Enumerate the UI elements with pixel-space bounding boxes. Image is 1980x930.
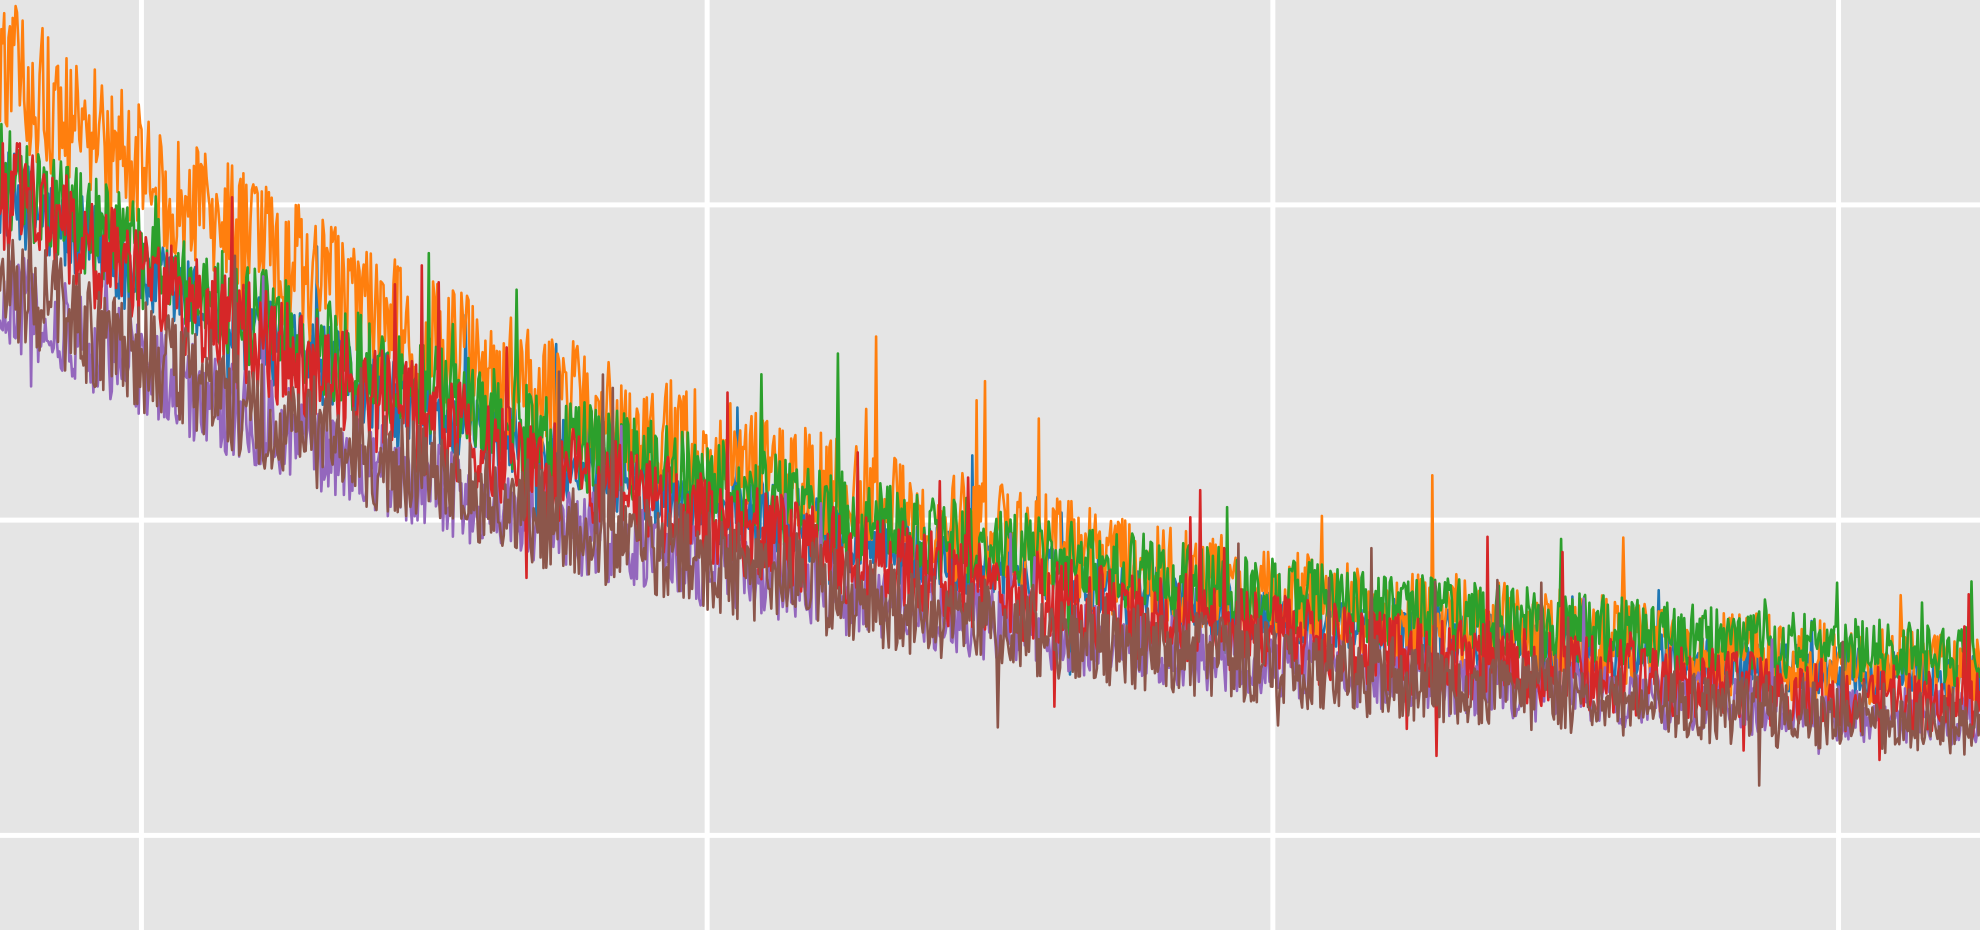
series-lines: [0, 4, 1980, 787]
series-line-5: [0, 190, 1980, 787]
